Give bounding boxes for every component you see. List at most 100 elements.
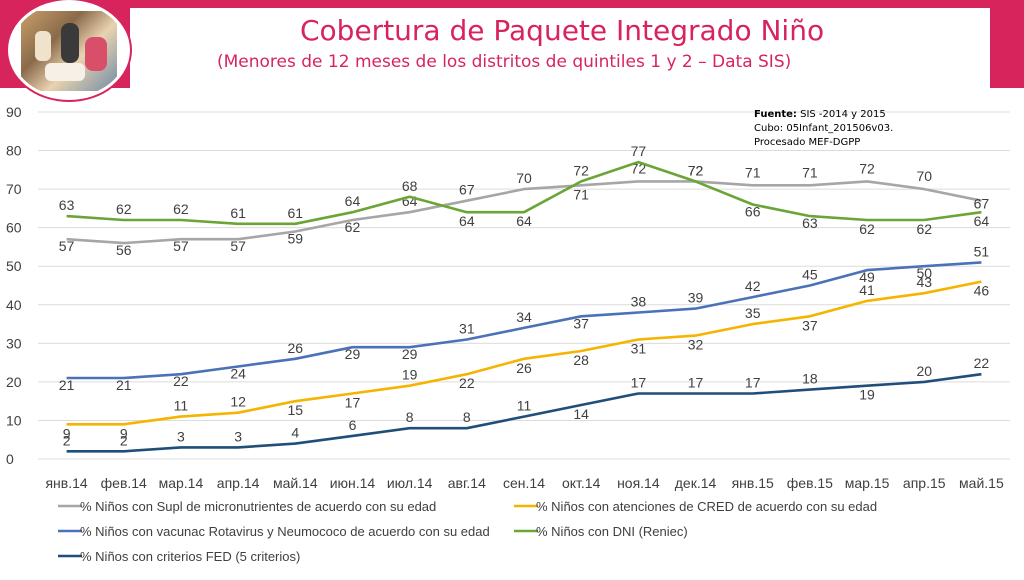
legend-label: % Niños con criterios FED (5 criterios): [80, 549, 300, 564]
header-photo: [8, 0, 130, 100]
x-tick-label: май.14: [273, 475, 318, 491]
title-panel: [130, 8, 990, 90]
data-label: 66: [745, 204, 761, 220]
data-label: 64: [345, 193, 361, 209]
data-label: 72: [688, 162, 704, 178]
data-label: 77: [631, 143, 647, 159]
data-label: 8: [463, 409, 471, 425]
y-tick-label: 90: [6, 104, 22, 120]
data-label: 4: [291, 425, 299, 441]
data-label: 6: [349, 417, 357, 433]
x-tick-label: авг.14: [448, 475, 486, 491]
x-tick-label: мар.15: [845, 475, 890, 491]
x-tick-label: мар.14: [159, 475, 204, 491]
x-tick-label: янв.15: [732, 475, 774, 491]
data-label: 64: [974, 213, 990, 229]
data-label: 17: [631, 374, 647, 390]
x-tick-label: июн.14: [330, 475, 376, 491]
data-label: 26: [288, 340, 304, 356]
source-label: Fuente:: [754, 109, 797, 120]
data-label: 22: [974, 355, 990, 371]
data-label: 63: [59, 197, 75, 213]
data-label: 21: [116, 377, 132, 393]
source-line-2: Cubo: 05Infant_201506v03.: [754, 123, 894, 134]
data-label: 62: [116, 201, 132, 217]
data-label: 67: [974, 196, 990, 212]
data-label: 45: [802, 267, 818, 283]
data-label: 62: [345, 219, 361, 235]
series-line: [66, 160, 982, 226]
data-label: 38: [631, 293, 647, 309]
source-note: Fuente: SIS -2014 y 2015 Cubo: 05Infant_…: [754, 108, 893, 150]
chart-area: 0 10 20 30 40 50 60 70 80 90 янв.14 фев.14 мар.14 апр…: [0, 96, 1024, 576]
data-label: 26: [516, 360, 532, 376]
legend-label: % Niños con DNI (Reniec): [536, 524, 688, 539]
data-label: 39: [688, 290, 704, 306]
photo-figure: [85, 37, 107, 71]
data-label: 72: [573, 162, 589, 178]
x-tick-label: фев.15: [787, 475, 833, 491]
page-title: Cobertura de Paquete Integrado Niño: [300, 14, 825, 47]
plot-background: [38, 112, 1010, 459]
y-tick-label: 0: [6, 451, 14, 467]
data-label: 19: [402, 367, 418, 383]
data-label: 17: [745, 374, 761, 390]
data-label: 22: [173, 373, 189, 389]
data-label: 64: [516, 213, 532, 229]
data-label: 57: [59, 238, 75, 254]
data-label: 9: [120, 425, 128, 441]
data-label: 29: [402, 346, 418, 362]
data-label: 71: [802, 164, 818, 180]
photo-figure: [61, 23, 79, 63]
data-label: 37: [802, 317, 818, 333]
data-label: 2: [120, 432, 128, 448]
series-line: [66, 280, 982, 426]
data-label: 71: [745, 164, 761, 180]
data-label: 70: [516, 170, 532, 186]
source-line-3: Procesado MEF-DGPP: [754, 137, 861, 148]
legend-label: % Niños con Supl de micronutrientes de a…: [80, 499, 436, 514]
data-label: 41: [859, 282, 875, 298]
y-tick-label: 60: [6, 220, 22, 236]
series-line: [66, 180, 982, 245]
data-label: 59: [288, 231, 304, 247]
x-tick-label: фев.14: [101, 475, 147, 491]
y-tick-label: 50: [6, 258, 22, 274]
source-line-1: SIS -2014 y 2015: [800, 109, 886, 120]
y-tick-label: 40: [6, 297, 22, 313]
data-label: 9: [63, 425, 71, 441]
legend-label: % Niños con vacunac Rotavirus y Neumococ…: [80, 524, 490, 539]
data-label: 42: [745, 278, 761, 294]
data-label: 11: [517, 398, 532, 414]
data-label: 57: [230, 238, 246, 254]
data-label: 22: [459, 375, 475, 391]
data-label: 11: [174, 398, 189, 414]
data-label: 70: [916, 168, 932, 184]
x-tick-label: окт.14: [562, 475, 601, 491]
x-tick-label: апр.15: [903, 475, 946, 491]
series-line: [66, 261, 982, 380]
x-tick-label: июл.14: [387, 475, 433, 491]
data-label: 35: [745, 305, 761, 321]
photo-figure: [35, 31, 51, 61]
data-label: 14: [573, 406, 589, 422]
y-tick-label: 30: [6, 335, 22, 351]
x-tick-label: апр.14: [217, 475, 260, 491]
data-label: 15: [288, 402, 304, 418]
x-tick-label: май.15: [959, 475, 1004, 491]
x-tick-label: дек.14: [675, 475, 717, 491]
data-label: 61: [230, 205, 246, 221]
data-label: 29: [345, 346, 361, 362]
data-label: 19: [859, 387, 875, 403]
y-tick-label: 20: [6, 374, 22, 390]
data-label: 72: [688, 162, 704, 178]
data-label: 8: [406, 409, 414, 425]
data-label: 31: [459, 320, 475, 336]
x-tick-label: сен.14: [503, 475, 545, 491]
data-label: 56: [116, 242, 132, 258]
data-label: 71: [573, 186, 589, 202]
data-label: 72: [859, 160, 875, 176]
data-label: 32: [688, 337, 704, 353]
legend-label: % Niños con atenciones de CRED de acuerd…: [536, 499, 877, 514]
data-label: 51: [974, 243, 990, 259]
